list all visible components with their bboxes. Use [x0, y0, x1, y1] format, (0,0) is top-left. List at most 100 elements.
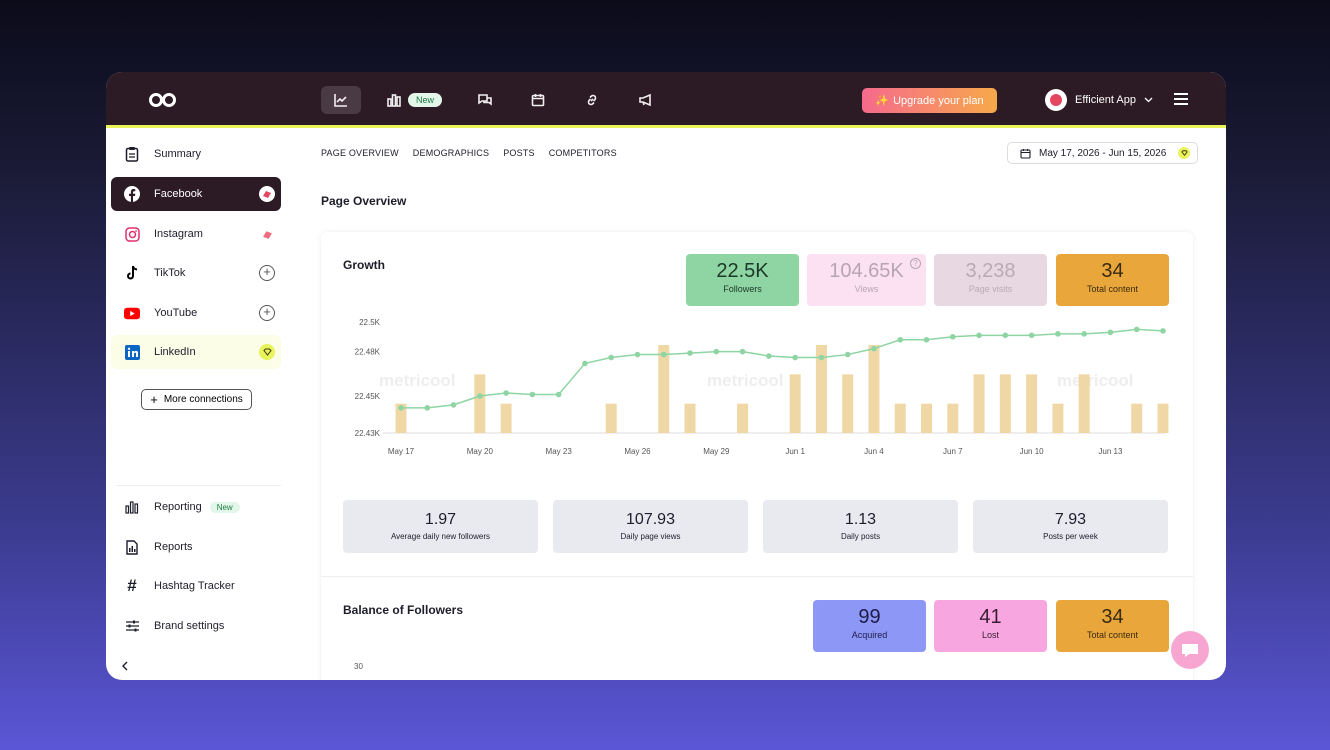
- facebook-icon: [124, 186, 140, 202]
- kpi-acquired[interactable]: 99 Acquired: [813, 600, 926, 652]
- y-tick-label: 22.45K: [355, 392, 381, 401]
- sidebar-item-reporting[interactable]: Reporting New: [111, 490, 281, 524]
- kpi-label: Lost: [981, 630, 999, 640]
- kpi-label: Views: [854, 284, 879, 294]
- nav-reporting-button[interactable]: [374, 86, 414, 114]
- content-bar: [474, 374, 486, 433]
- instagram-icon: [124, 226, 140, 242]
- followers-point: [634, 351, 641, 358]
- chevron-left-icon[interactable]: [120, 661, 130, 671]
- account-switcher[interactable]: Efficient App: [1045, 88, 1153, 112]
- sidebar-item-reports[interactable]: Reports: [111, 530, 281, 564]
- chat-icon: [478, 94, 492, 106]
- followers-point: [660, 351, 667, 358]
- page-title: Page Overview: [321, 194, 407, 208]
- sidebar-item-summary[interactable]: Summary: [111, 137, 281, 171]
- add-circle-icon[interactable]: +: [259, 265, 275, 281]
- content-bar: [684, 403, 696, 433]
- line-chart-icon: [334, 94, 347, 107]
- bar-chart-icon: [124, 499, 140, 515]
- app-window: New ✨ Upgrade your plan Efficient App: [106, 72, 1226, 680]
- content-bar: [894, 403, 906, 433]
- tab-posts[interactable]: POSTS: [503, 148, 535, 158]
- watermark: metricool: [707, 371, 784, 390]
- kpi-value: 104.65K: [829, 260, 904, 282]
- upgrade-plan-button[interactable]: ✨ Upgrade your plan: [862, 88, 997, 113]
- sidebar-item-label: Summary: [154, 148, 202, 160]
- x-tick-label: Jun 4: [864, 447, 884, 456]
- stat-posts-per-week: 7.93 Posts per week: [973, 500, 1168, 553]
- menu-icon[interactable]: [1174, 93, 1188, 105]
- sparkle-icon: ✨: [875, 95, 890, 107]
- more-connections-button[interactable]: + More connections: [141, 389, 252, 410]
- growth-chart: 22.5K 22.48K 22.45K 22.43K metricool metricoo…: [355, 318, 1169, 456]
- followers-point: [1081, 331, 1087, 337]
- followers-point: [687, 350, 693, 356]
- sidebar-item-tiktok[interactable]: TikTok +: [111, 256, 281, 290]
- avatar: [1045, 89, 1067, 111]
- y-tick-label: 22.48K: [355, 348, 381, 357]
- sidebar-item-label: Reports: [154, 541, 193, 553]
- stat-label: Posts per week: [1043, 532, 1098, 541]
- sidebar-divider: [116, 485, 281, 486]
- followers-line: [401, 328, 1164, 409]
- y-tick-label: 22.5K: [359, 318, 381, 327]
- followers-point: [608, 354, 615, 361]
- nav-ads-button[interactable]: [626, 86, 666, 114]
- sidebar-item-facebook[interactable]: Facebook: [111, 177, 281, 211]
- nav-inbox-button[interactable]: [465, 86, 505, 114]
- kpi-label: Page visits: [968, 284, 1013, 294]
- kpi-balance-total-content[interactable]: 34 Total content: [1056, 600, 1169, 652]
- balance-title: Balance of Followers: [343, 603, 464, 617]
- x-tick-label: Jun 7: [943, 447, 963, 456]
- chat-support-button[interactable]: [1171, 631, 1209, 669]
- sidebar-item-label: Instagram: [154, 228, 203, 240]
- youtube-icon: [124, 305, 140, 321]
- sidebar-item-hashtag-tracker[interactable]: # Hashtag Tracker: [111, 569, 281, 603]
- tab-competitors[interactable]: COMPETITORS: [548, 148, 617, 158]
- stat-value: 1.97: [424, 511, 457, 528]
- followers-point: [923, 336, 930, 343]
- kpi-page-visits[interactable]: 3,238 Page visits: [934, 254, 1047, 306]
- followers-point: [713, 348, 720, 355]
- sidebar-item-label: Brand settings: [154, 620, 225, 632]
- kpi-label: Acquired: [851, 630, 888, 640]
- content-bar: [737, 403, 749, 433]
- followers-point: [949, 334, 956, 340]
- metricool-logo-icon[interactable]: [148, 90, 178, 110]
- nav-analytics-button[interactable]: [321, 86, 361, 114]
- sidebar: Summary Facebook Instagram TikTok: [106, 131, 286, 680]
- content-bar: [815, 345, 827, 433]
- add-circle-icon[interactable]: +: [259, 305, 275, 321]
- hashtag-icon: #: [127, 576, 137, 595]
- sidebar-item-label: TikTok: [154, 267, 186, 279]
- tab-demographics[interactable]: DEMOGRAPHICS: [412, 148, 490, 158]
- sidebar-item-youtube[interactable]: YouTube +: [111, 296, 281, 330]
- tab-page-overview[interactable]: PAGE OVERVIEW: [321, 148, 399, 158]
- card-divider: [321, 576, 1193, 577]
- sidebar-item-instagram[interactable]: Instagram: [111, 217, 281, 251]
- x-tick-label: May 26: [624, 447, 651, 456]
- top-bar: New ✨ Upgrade your plan Efficient App: [106, 72, 1226, 128]
- content-bar: [999, 374, 1011, 433]
- followers-point: [792, 354, 798, 361]
- sidebar-item-linkedin[interactable]: LinkedIn: [111, 335, 281, 369]
- sidebar-item-brand-settings[interactable]: Brand settings: [111, 609, 281, 643]
- bar-chart-icon: [387, 94, 401, 107]
- followers-point: [871, 345, 877, 352]
- help-icon[interactable]: ?: [910, 258, 921, 269]
- kpi-lost[interactable]: 41 Lost: [934, 600, 1047, 652]
- account-name: Efficient App: [1075, 94, 1136, 106]
- kpi-followers[interactable]: 22.5K Followers: [686, 254, 799, 306]
- stat-value: 1.13: [844, 511, 877, 528]
- kpi-views[interactable]: 104.65K Views ?: [807, 254, 926, 306]
- gem-icon: [259, 344, 275, 360]
- nav-planner-button[interactable]: [518, 86, 558, 114]
- kpi-total-content[interactable]: 34 Total content: [1056, 254, 1169, 306]
- date-range-picker[interactable]: May 17, 2026 - Jun 15, 2026: [1007, 142, 1198, 164]
- content-bar: [1157, 403, 1169, 433]
- calendar-icon: [1020, 148, 1031, 159]
- sidebar-item-label: LinkedIn: [154, 346, 196, 358]
- sidebar-item-label: Hashtag Tracker: [154, 580, 235, 592]
- nav-link-button[interactable]: [572, 86, 612, 114]
